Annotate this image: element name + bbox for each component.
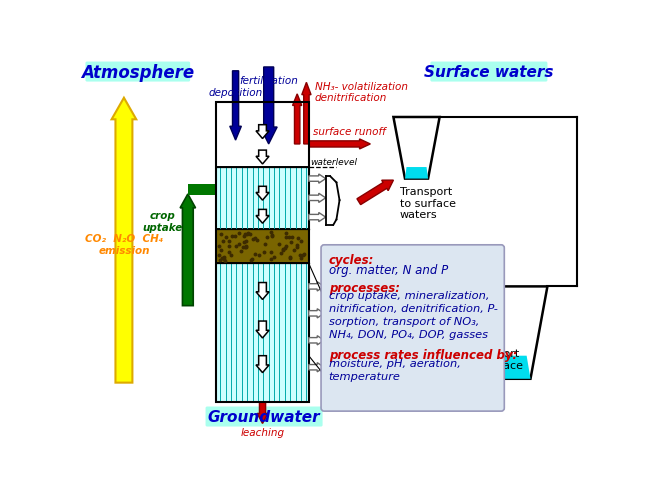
- Text: org. matter, N and P: org. matter, N and P: [329, 263, 448, 276]
- FancyArrow shape: [257, 402, 268, 424]
- Text: NH₃- volatilization
denitrification: NH₃- volatilization denitrification: [315, 82, 408, 103]
- Polygon shape: [480, 356, 531, 379]
- Text: leaching: leaching: [241, 427, 285, 437]
- FancyArrow shape: [260, 68, 277, 145]
- FancyArrow shape: [256, 210, 269, 224]
- FancyArrow shape: [112, 99, 136, 383]
- FancyArrow shape: [309, 309, 324, 318]
- Text: cycles:: cycles:: [329, 254, 374, 267]
- Bar: [216, 168, 309, 229]
- FancyArrow shape: [230, 72, 241, 141]
- Text: crop uptake, mineralization,
nitrification, denitrification, P-
sorption, transp: crop uptake, mineralization, nitrificati…: [329, 291, 498, 339]
- FancyArrow shape: [309, 336, 324, 345]
- FancyArrow shape: [256, 283, 269, 300]
- FancyArrow shape: [309, 175, 326, 184]
- Bar: [188, 184, 216, 195]
- FancyArrow shape: [357, 181, 393, 205]
- FancyBboxPatch shape: [206, 407, 322, 427]
- FancyArrow shape: [309, 140, 371, 150]
- FancyArrow shape: [256, 356, 269, 373]
- FancyArrow shape: [309, 282, 324, 292]
- Text: deposition: deposition: [208, 88, 263, 98]
- FancyArrow shape: [302, 83, 311, 145]
- FancyArrow shape: [256, 322, 269, 338]
- FancyArrow shape: [180, 194, 196, 306]
- FancyBboxPatch shape: [86, 63, 190, 82]
- FancyArrow shape: [256, 187, 269, 201]
- Text: Surface waters: Surface waters: [424, 65, 553, 80]
- Text: moisture, pH, aeration,
temperature: moisture, pH, aeration, temperature: [329, 358, 460, 381]
- Bar: [216, 264, 309, 402]
- FancyArrow shape: [392, 330, 459, 358]
- Polygon shape: [405, 168, 428, 179]
- Text: Transport
to surface
waters: Transport to surface waters: [466, 348, 523, 381]
- Text: fertilization: fertilization: [239, 76, 298, 86]
- FancyBboxPatch shape: [430, 63, 547, 82]
- Text: Atmosphere: Atmosphere: [81, 64, 194, 81]
- Text: waterlevel: waterlevel: [310, 158, 357, 167]
- FancyBboxPatch shape: [321, 245, 505, 411]
- Text: surface runoff: surface runoff: [313, 127, 385, 137]
- Bar: [216, 229, 309, 264]
- Text: Transport
to surface
waters: Transport to surface waters: [399, 187, 456, 220]
- FancyArrow shape: [293, 95, 302, 145]
- FancyArrow shape: [309, 213, 326, 222]
- Bar: [216, 102, 309, 402]
- FancyArrow shape: [256, 125, 269, 139]
- Text: processes:: processes:: [329, 282, 400, 295]
- Text: crop
uptake: crop uptake: [142, 211, 182, 232]
- Text: CO₂  N₂O  CH₄
emission: CO₂ N₂O CH₄ emission: [85, 234, 163, 256]
- Text: Groundwater: Groundwater: [208, 409, 320, 424]
- FancyArrow shape: [256, 151, 269, 165]
- FancyArrow shape: [309, 363, 324, 372]
- FancyArrow shape: [309, 194, 326, 203]
- Text: process rates influenced by:: process rates influenced by:: [329, 348, 517, 361]
- Bar: [216, 102, 309, 168]
